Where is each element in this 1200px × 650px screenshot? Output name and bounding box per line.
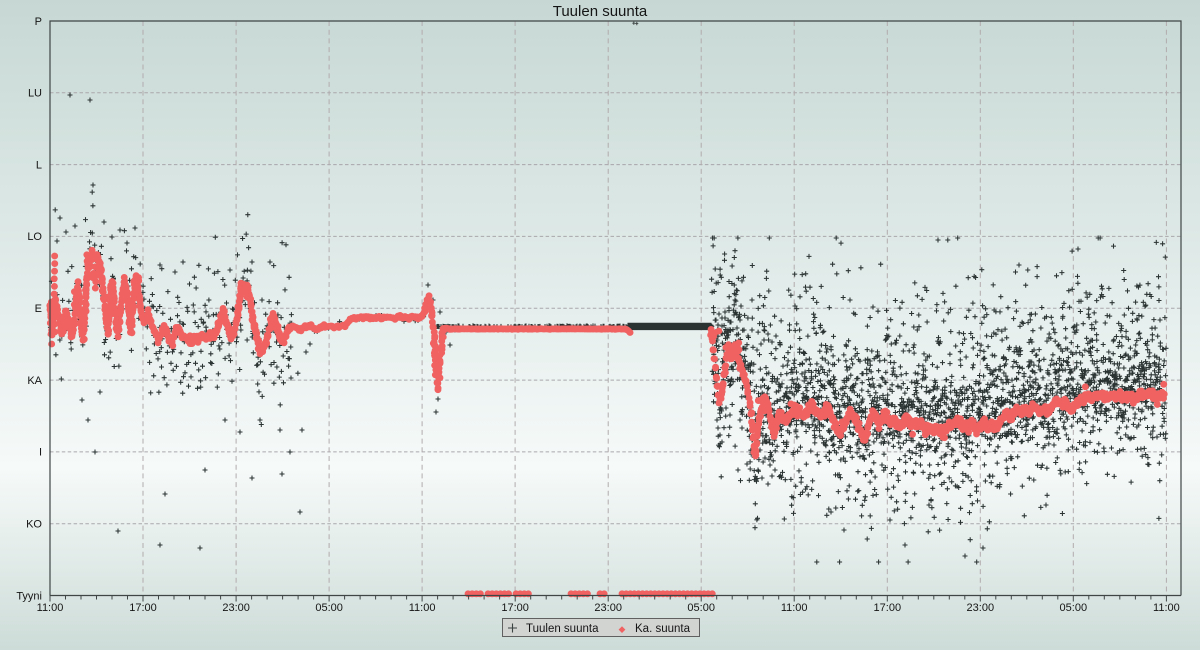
svg-text:Tuulen suunta: Tuulen suunta: [526, 623, 599, 635]
svg-text:17:00: 17:00: [501, 602, 529, 614]
svg-text:Tuulen suunta: Tuulen suunta: [553, 3, 648, 20]
svg-text:11:00: 11:00: [781, 602, 808, 614]
svg-text:11:00: 11:00: [37, 602, 64, 614]
svg-text:05:00: 05:00: [1060, 602, 1088, 614]
svg-text:KO: KO: [26, 519, 42, 531]
svg-text:23:00: 23:00: [967, 602, 995, 614]
svg-text:11:00: 11:00: [1153, 602, 1180, 614]
svg-text:LO: LO: [27, 231, 42, 243]
svg-text:11:00: 11:00: [409, 602, 436, 614]
svg-text:L: L: [36, 159, 42, 171]
svg-text:05:00: 05:00: [315, 602, 343, 614]
svg-text:P: P: [35, 16, 42, 28]
svg-text:05:00: 05:00: [687, 602, 715, 614]
svg-text:23:00: 23:00: [222, 602, 250, 614]
svg-text:23:00: 23:00: [594, 602, 622, 614]
svg-text:17:00: 17:00: [874, 602, 902, 614]
svg-text:I: I: [39, 447, 42, 459]
svg-text:KA: KA: [27, 375, 42, 387]
svg-text:Tyyni: Tyyni: [16, 590, 42, 602]
svg-text:Ka. suunta: Ka. suunta: [635, 623, 691, 635]
svg-text:17:00: 17:00: [129, 602, 157, 614]
svg-text:LU: LU: [28, 88, 42, 100]
svg-text:E: E: [35, 303, 42, 315]
